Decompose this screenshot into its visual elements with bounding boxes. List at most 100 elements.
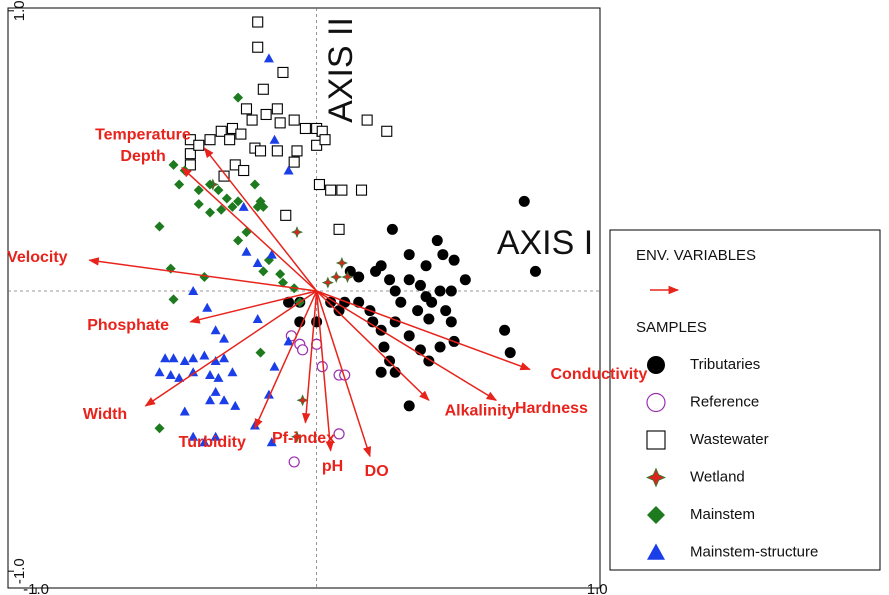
tributary-point	[311, 316, 323, 328]
tributary-point	[445, 316, 457, 328]
env-vector-label: Width	[83, 406, 127, 423]
mainstem-structure-point	[160, 353, 171, 363]
mainstem-structure-point	[174, 372, 185, 382]
env-vector	[316, 290, 498, 401]
legend-marker	[647, 506, 665, 524]
mainstem-point	[233, 196, 244, 207]
tributary-point	[499, 324, 511, 336]
mainstem-structure-point	[205, 370, 216, 380]
wetland-point	[321, 276, 334, 289]
wastewater-point	[224, 134, 236, 146]
wastewater-point	[215, 125, 227, 137]
wastewater-point	[319, 134, 331, 146]
wastewater-point	[313, 178, 325, 191]
env-vector	[254, 290, 318, 430]
mainstem-point	[216, 204, 227, 215]
env-vector-label: Velocity	[7, 249, 68, 266]
mainstem-structure-point	[283, 165, 294, 175]
mainstem-point	[249, 179, 260, 190]
env-vector-label: Phosphate	[87, 317, 169, 334]
wastewater-point	[252, 16, 264, 28]
mainstem-structure-point	[202, 302, 213, 312]
mainstem-structure-point	[179, 406, 190, 416]
mainstem-point	[193, 199, 204, 210]
mainstem-point	[277, 277, 288, 288]
tributary-point	[423, 313, 435, 325]
mainstem-point	[258, 266, 269, 277]
mainstem-point	[233, 92, 244, 103]
wetland-point	[335, 256, 348, 269]
wetland-point	[290, 226, 304, 239]
wastewater-point	[229, 159, 241, 171]
wastewater-point	[361, 114, 373, 126]
y-tick-label: -1.0	[11, 558, 28, 584]
tributary-point	[529, 265, 541, 277]
mainstem-point	[241, 227, 252, 238]
mainstem-point	[258, 201, 269, 212]
y-axis-label: AXIS II	[322, 17, 360, 123]
tributary-point	[437, 249, 449, 261]
tributary-point	[283, 296, 295, 308]
mainstem-structure-point	[210, 386, 221, 396]
tributary-point	[395, 296, 407, 308]
mainstem-point	[233, 235, 244, 246]
mainstem-structure-point	[266, 249, 277, 259]
wastewater-point	[260, 108, 272, 121]
legend-marker	[647, 356, 665, 374]
wastewater-point	[271, 103, 283, 115]
env-vector	[88, 257, 317, 292]
wastewater-point	[271, 145, 283, 157]
mainstem-point	[205, 179, 216, 190]
tributary-point	[459, 274, 471, 286]
mainstem-structure-point	[219, 353, 230, 363]
wastewater-point	[336, 184, 348, 196]
tributary-point	[294, 316, 306, 328]
mainstem-structure-point	[263, 53, 274, 63]
mainstem-structure-point	[199, 437, 210, 447]
mainstem-structure-point	[269, 134, 280, 144]
tributary-point	[426, 296, 438, 308]
wastewater-point	[204, 134, 216, 146]
tributary-point	[440, 305, 452, 317]
env-vector	[315, 290, 372, 458]
legend-label: Tributaries	[690, 356, 760, 373]
mainstem-structure-point	[188, 353, 199, 363]
reference-point	[296, 344, 309, 356]
mainstem-structure-point	[252, 314, 263, 324]
mainstem-structure-point	[199, 350, 210, 360]
tributary-point	[412, 305, 424, 317]
tributary-point	[325, 296, 337, 308]
env-vector-label: DO	[365, 463, 389, 480]
mainstem-structure-point	[188, 285, 199, 295]
mainstem-structure-point	[213, 372, 224, 382]
mainstem-structure-point	[188, 431, 199, 441]
wastewater-point	[288, 156, 300, 168]
mainstem-point	[199, 271, 210, 282]
wastewater-point	[240, 103, 253, 115]
mainstem-structure-point	[227, 367, 238, 377]
wastewater-point	[226, 122, 239, 135]
wastewater-point	[280, 209, 292, 221]
legend-marker	[646, 430, 666, 450]
wastewater-point	[257, 83, 269, 95]
mainstem-point	[154, 423, 165, 434]
env-vector	[315, 290, 335, 452]
mainstem-structure-point	[210, 431, 221, 441]
env-vector-label: Temperature	[95, 127, 191, 144]
mainstem-point	[275, 269, 286, 280]
wastewater-point	[193, 139, 205, 151]
wastewater-point	[288, 114, 300, 126]
x-axis-label: AXIS I	[497, 224, 593, 262]
mainstem-point	[252, 201, 263, 212]
tributary-point	[378, 341, 390, 353]
tributary-point	[339, 296, 351, 308]
env-vector-label: Conductivity	[551, 366, 648, 383]
legend-vectors-title: ENV. VARIABLES	[636, 247, 756, 264]
wastewater-point	[274, 117, 286, 129]
tributary-point	[353, 271, 365, 283]
mainstem-point	[174, 179, 185, 190]
env-vector	[203, 147, 318, 292]
mainstem-structure-point	[179, 356, 190, 366]
legend-label: Wastewater	[690, 431, 769, 448]
